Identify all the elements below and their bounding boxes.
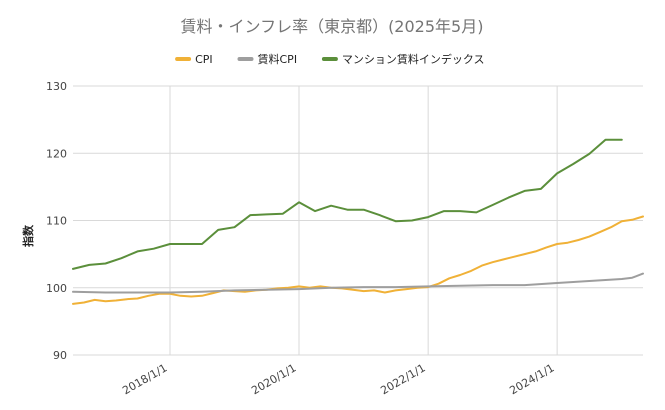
- y-axis-ticks: 90 100 110 120 130: [46, 80, 67, 362]
- legend-label: CPI: [195, 53, 213, 66]
- grid: [73, 85, 643, 356]
- x-tick-label: 2022/1/1: [378, 361, 427, 397]
- x-tick-label: 2024/1/1: [507, 361, 556, 397]
- legend-label: 賃料CPI: [258, 52, 298, 66]
- y-tick-label: 110: [46, 215, 67, 228]
- chart-title: 賃料・インフレ率（東京都）(2025年5月): [181, 17, 484, 36]
- y-tick-label: 120: [46, 147, 67, 160]
- y-tick-label: 130: [46, 80, 67, 93]
- y-tick-label: 90: [53, 349, 67, 362]
- legend-label: マンション賃料インデックス: [342, 52, 485, 66]
- legend: CPI 賃料CPI マンション賃料インデックス: [175, 52, 485, 66]
- x-axis-ticks: 2018/1/1 2020/1/1 2022/1/1 2024/1/1: [120, 361, 556, 397]
- x-tick-label: 2018/1/1: [120, 361, 169, 397]
- series-lines: [72, 138, 644, 305]
- y-axis-title: 指数: [21, 224, 35, 247]
- series-line-1: [72, 272, 644, 294]
- x-tick-label: 2020/1/1: [249, 361, 298, 397]
- series-line-2: [72, 138, 623, 270]
- series-line-0: [72, 215, 644, 305]
- y-tick-label: 100: [46, 282, 67, 295]
